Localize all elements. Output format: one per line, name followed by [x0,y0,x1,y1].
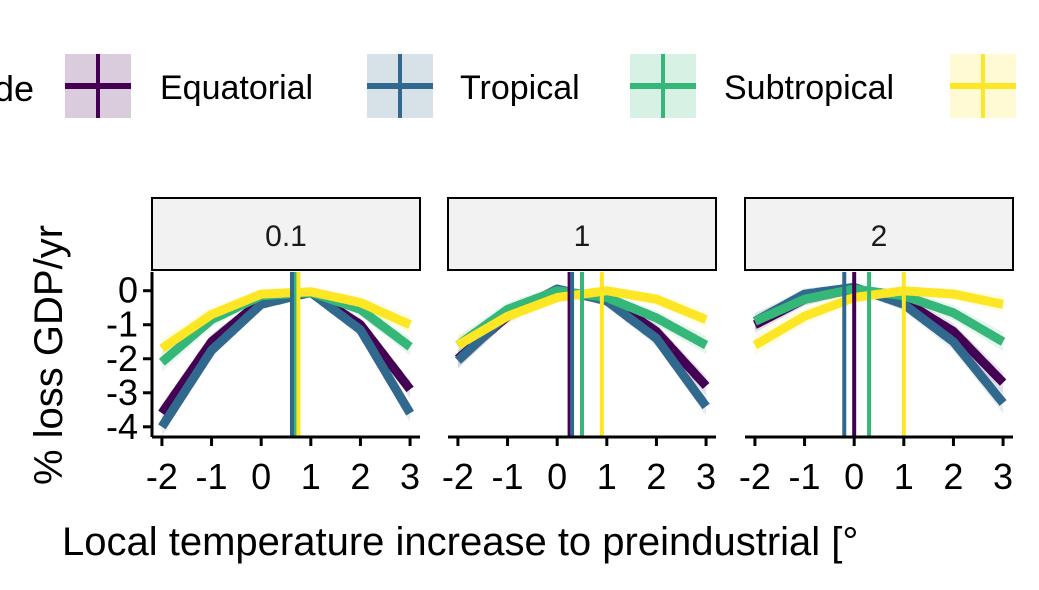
y-axis-title: % loss GDP/yr [27,225,71,485]
x-tick-label: 0 [547,456,567,497]
legend-item-equatorial: Equatorial [65,54,313,118]
panel-plot [454,272,710,437]
x-tick-label: 1 [894,456,914,497]
x-tick-label: 0 [844,456,864,497]
x-tick-label: 2 [943,456,963,497]
panel-strip-label: 2 [871,220,888,253]
x-tick-label: 2 [646,456,666,497]
legend-items: Equatorial Tropical Subtropical [65,54,1016,118]
y-tick-label: -3 [106,372,138,413]
x-tick-label: 3 [993,456,1013,497]
legend-item-subtropical: Subtropical [630,54,894,118]
series-line [752,286,1006,350]
x-tick-label: -2 [442,456,474,497]
panel-2: 1-2 -1 0 1 2 3 [442,197,717,497]
legend-label: Equatorial [160,69,313,107]
legend-item-tropical: Tropical [367,54,580,118]
series-line [159,287,413,353]
panel-strip [744,197,1014,271]
panel-strip-label: 0.1 [265,220,307,253]
panel-strip [151,197,421,271]
panel-3: 2-2 -1 0 1 2 3 [739,197,1014,497]
panel-1: 0.1-2 -1 0 1 2 30-1-2-3-4 [106,197,421,497]
x-tick-label: 1 [301,456,321,497]
x-tick-label: 3 [696,456,716,497]
x-tick-label: -1 [492,456,524,497]
x-tick-label: 2 [350,456,370,497]
panel-strip-label: 1 [574,220,591,253]
panels: 0.1-2 -1 0 1 2 30-1-2-3-41-2 -1 0 1 2 32-2 -1 0 1 2 3 [106,197,1014,497]
y-tick-label: 0 [118,270,138,311]
x-tick-label: -2 [146,456,178,497]
y-tick-label: -2 [106,338,138,379]
x-tick-label: 3 [400,456,420,497]
legend-title: de [0,68,34,109]
x-tick-label: -1 [196,456,228,497]
panel-plot [752,272,1007,437]
panel-plot [158,272,414,437]
legend: de Equatorial Tropical Subtropical [0,54,1016,118]
x-axis-title: Local temperature increase to preindustr… [62,520,858,564]
y-tick-label: -1 [106,304,138,345]
panel-strip [447,197,717,271]
x-tick-label: -1 [789,456,821,497]
y-tick-label: -4 [106,406,138,447]
legend-item-series-4 [950,54,1016,118]
x-tick-label: 1 [597,456,617,497]
legend-label: Subtropical [724,69,894,107]
x-tick-label: -2 [739,456,771,497]
legend-label: Tropical [460,69,580,107]
x-tick-label: 0 [251,456,271,497]
